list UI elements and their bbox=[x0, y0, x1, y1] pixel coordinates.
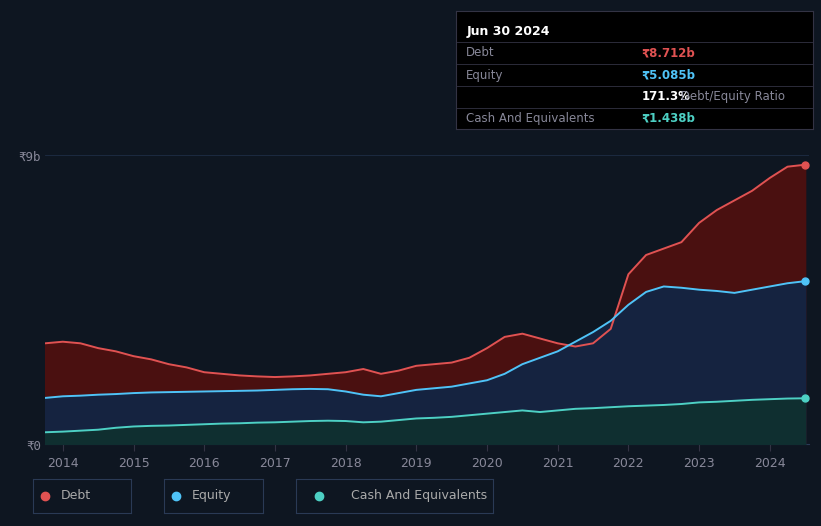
Text: Debt/Equity Ratio: Debt/Equity Ratio bbox=[677, 90, 785, 104]
Text: Cash And Equivalents: Cash And Equivalents bbox=[466, 112, 595, 125]
Text: Debt: Debt bbox=[61, 489, 90, 502]
Text: Equity: Equity bbox=[466, 68, 504, 82]
Text: Cash And Equivalents: Cash And Equivalents bbox=[351, 489, 487, 502]
Text: ₹8.712b: ₹8.712b bbox=[641, 46, 695, 59]
Text: ₹1.438b: ₹1.438b bbox=[641, 112, 695, 125]
Text: ₹5.085b: ₹5.085b bbox=[641, 68, 695, 82]
Text: Debt: Debt bbox=[466, 46, 495, 59]
Text: 171.3%: 171.3% bbox=[641, 90, 690, 104]
Text: Equity: Equity bbox=[192, 489, 232, 502]
Text: Jun 30 2024: Jun 30 2024 bbox=[466, 25, 550, 38]
